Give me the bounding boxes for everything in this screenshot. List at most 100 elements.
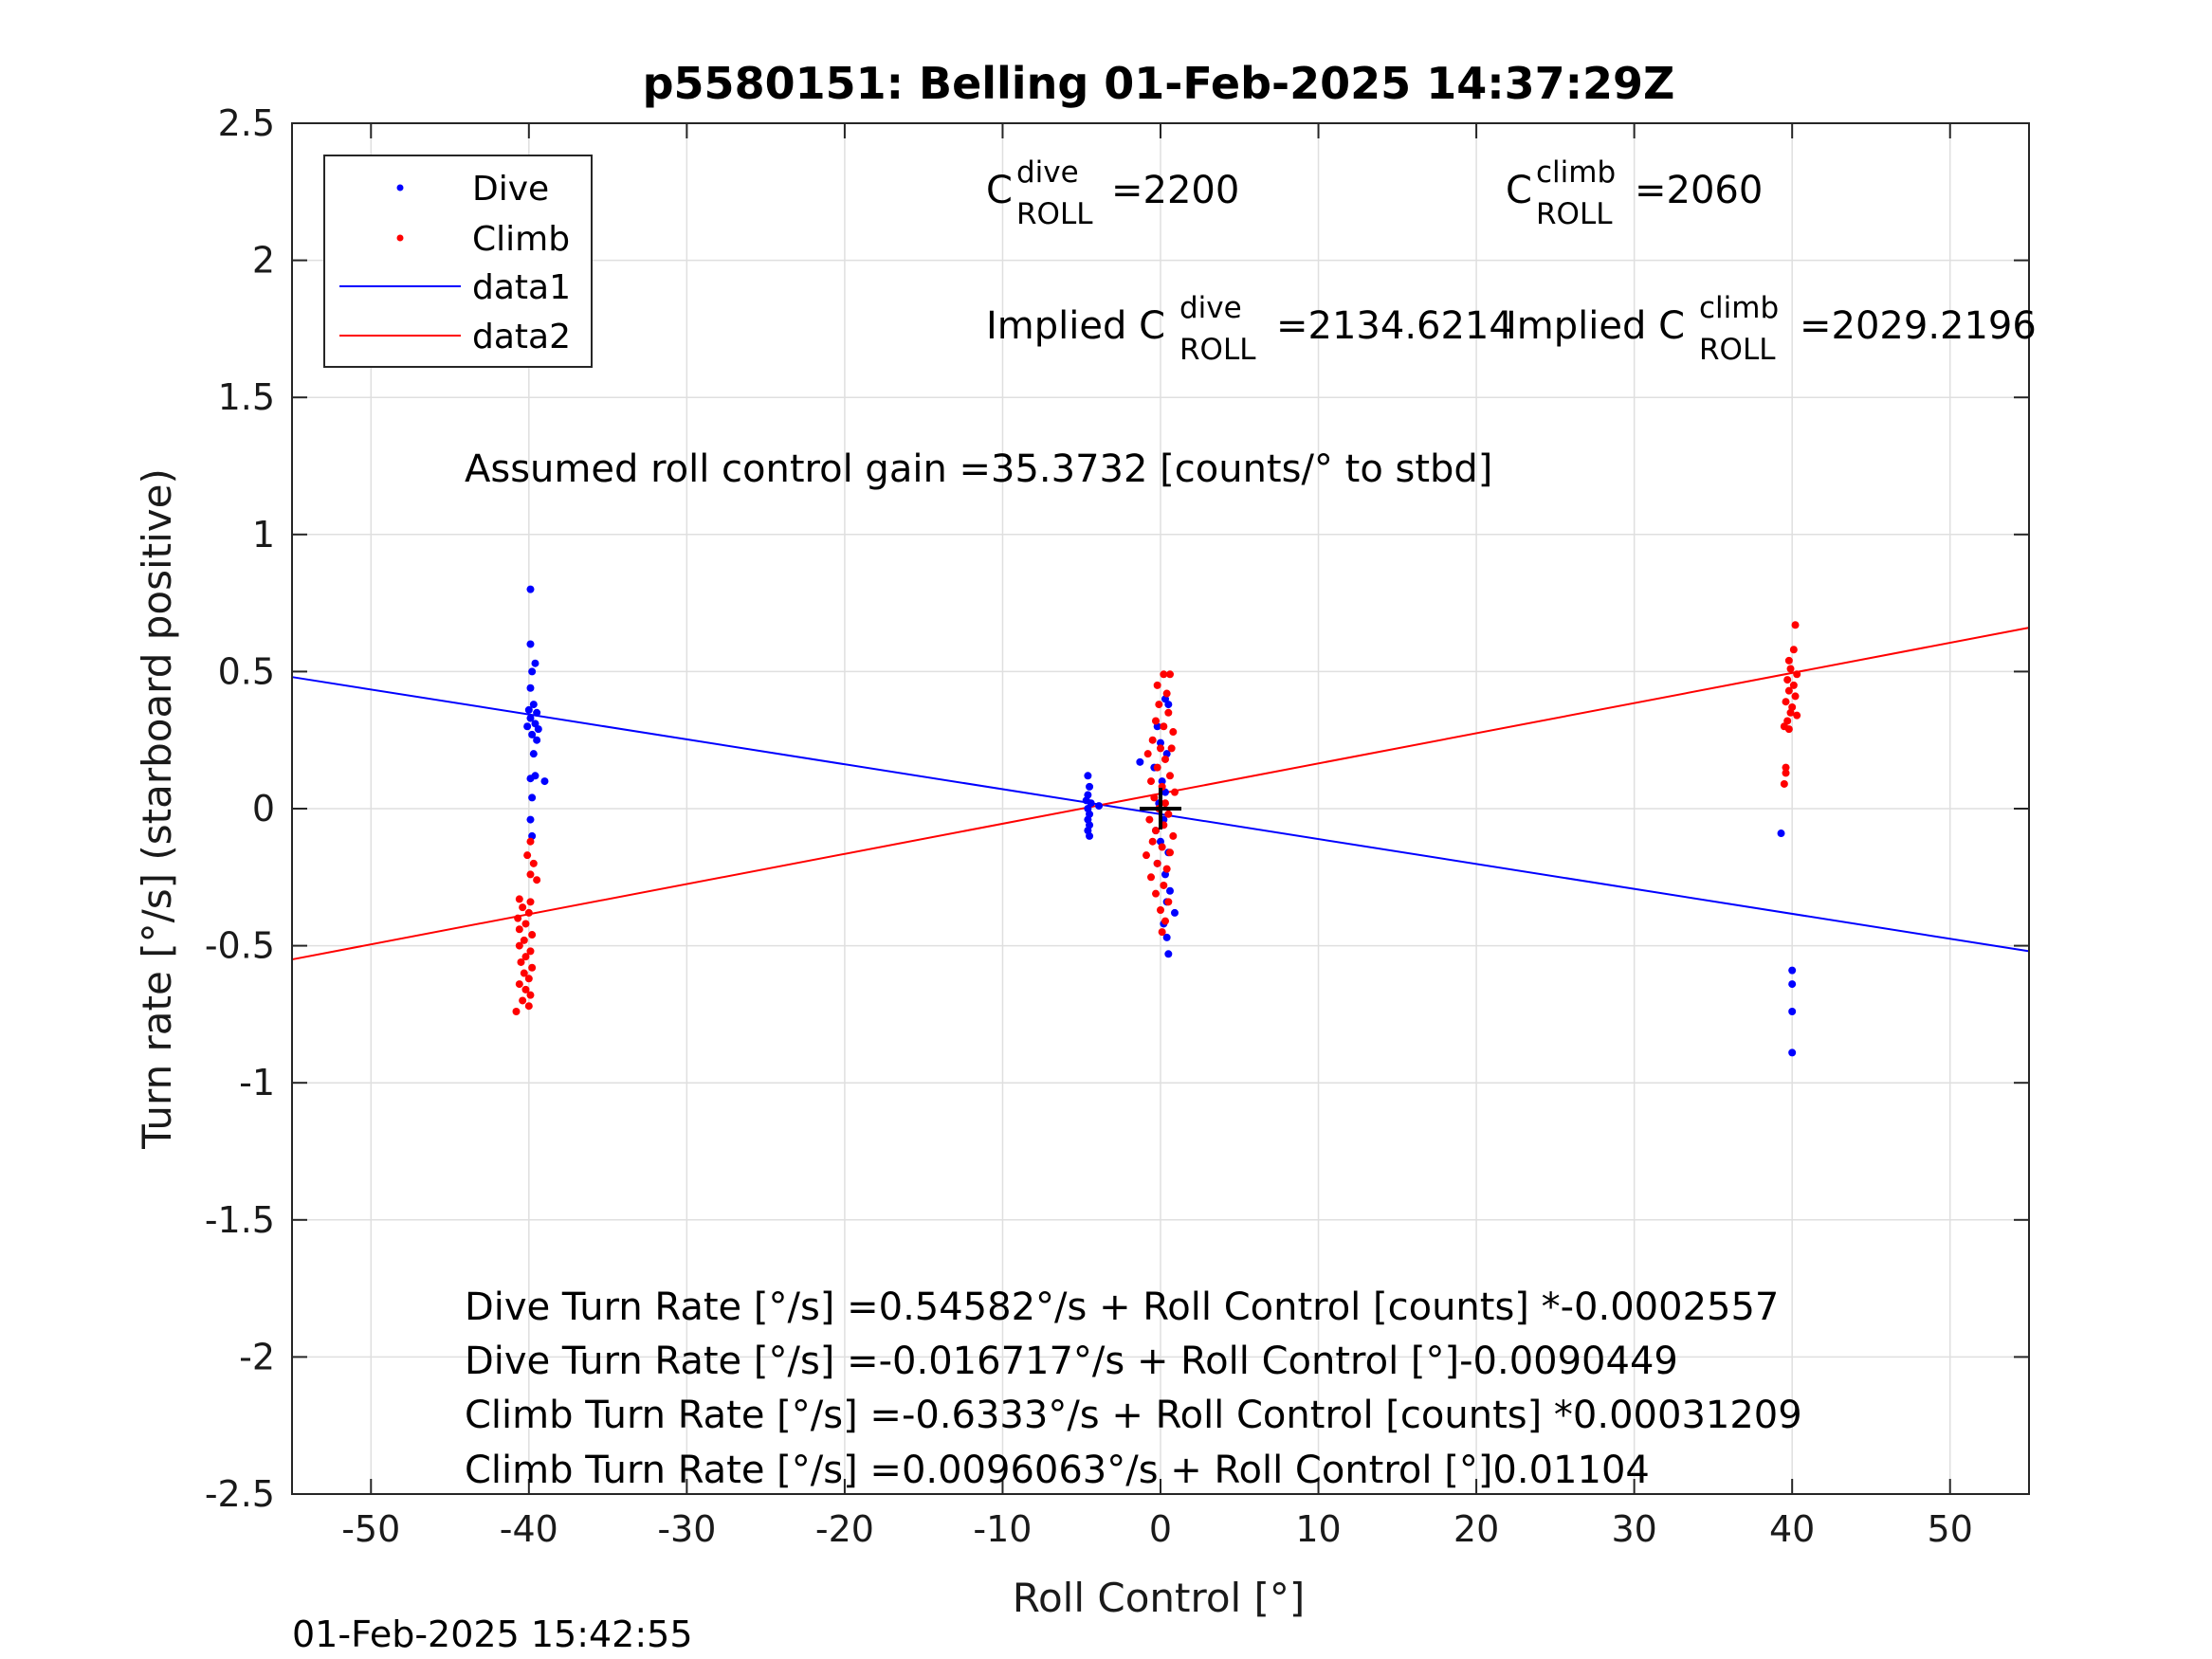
climb-point: [1783, 676, 1792, 684]
dive-point: [1162, 933, 1171, 941]
dive-point: [1777, 830, 1785, 838]
climb-point: [1160, 881, 1168, 889]
c-roll-climb-value: =2060: [1635, 169, 1763, 212]
climb-point: [1165, 772, 1174, 780]
climb-point: [1162, 865, 1171, 873]
x-tick-label: -20: [815, 1508, 874, 1550]
legend-climb-marker: [396, 234, 404, 242]
climb-point: [526, 991, 535, 999]
dive-point: [1086, 782, 1094, 791]
climb-point: [1155, 701, 1163, 709]
dive-point: [526, 640, 535, 648]
climb-point: [1793, 711, 1801, 720]
climb-point: [1143, 851, 1151, 860]
dive-point: [526, 815, 535, 824]
implied-climb-annotation: Implied C climb ROLL =2029.2196: [1506, 291, 2037, 367]
legend-climb-label: Climb: [472, 220, 570, 259]
dive-point: [528, 730, 537, 738]
x-tick-label: 30: [1611, 1508, 1656, 1550]
legend-dive-label: Dive: [472, 170, 549, 209]
x-tick-label: -30: [657, 1508, 716, 1550]
legend: Dive Climb data1 data2: [323, 155, 593, 368]
dive-point: [1084, 772, 1092, 780]
climb-point: [1789, 681, 1798, 689]
dive-point: [529, 750, 538, 758]
climb-point: [1157, 744, 1164, 753]
climb-point: [1786, 708, 1795, 717]
climb-point: [520, 969, 528, 977]
x-tick-label: 10: [1295, 1508, 1341, 1550]
implied-climb-sup: climb: [1699, 291, 1779, 325]
c-roll-dive-value: =2200: [1111, 169, 1239, 212]
x-tick-label: -10: [973, 1508, 1032, 1550]
climb-point: [1152, 827, 1161, 835]
dive-point: [1788, 1048, 1797, 1057]
dive-point: [533, 736, 541, 744]
climb-point: [1152, 889, 1161, 898]
climb-point: [1153, 763, 1161, 772]
climb-point: [1161, 799, 1169, 808]
legend-box: [323, 155, 593, 368]
c-roll-climb-sub: ROLL: [1536, 197, 1613, 231]
dive-point: [531, 720, 539, 728]
dive-point: [531, 659, 539, 667]
fit-equation-3: Climb Turn Rate [°/s] =-0.6333°/s + Roll…: [465, 1394, 1802, 1437]
climb-point: [1791, 621, 1800, 629]
plot-content: [291, 585, 2030, 1057]
climb-point: [1158, 843, 1166, 851]
legend-data1-label: data1: [472, 268, 571, 307]
climb-point: [1784, 686, 1793, 695]
implied-dive-value: =2134.6214: [1276, 304, 1513, 348]
dive-point: [1164, 701, 1173, 709]
implied-dive-sup: dive: [1179, 291, 1242, 325]
dive-point: [1136, 757, 1144, 766]
climb-point: [524, 1002, 533, 1011]
climb-point: [519, 996, 527, 1005]
c-roll-climb-sup: climb: [1536, 155, 1616, 190]
implied-dive-sub: ROLL: [1179, 333, 1256, 367]
roll-gain-annotation: Assumed roll control gain =35.3732 [coun…: [465, 447, 1492, 491]
climb-point: [526, 898, 535, 906]
fit-equation-4: Climb Turn Rate [°/s] =0.0096063°/s + Ro…: [465, 1449, 1650, 1492]
y-tick-label: -0.5: [205, 925, 275, 967]
climb-point: [1152, 717, 1161, 725]
climb-point: [521, 920, 530, 928]
climb-point: [529, 859, 538, 867]
climb-point: [528, 931, 537, 939]
footer-timestamp: 01-Feb-2025 15:42:55: [292, 1613, 693, 1655]
dive-point: [1086, 831, 1094, 840]
climb-point: [1784, 656, 1793, 665]
y-tick-label: 0: [252, 788, 275, 830]
climb-point: [1164, 810, 1173, 818]
y-tick-label: 0.5: [218, 650, 275, 692]
climb-point: [1143, 750, 1152, 758]
fit-equation-1: Dive Turn Rate [°/s] =0.54582°/s + Roll …: [465, 1285, 1779, 1329]
climb-point: [1161, 917, 1169, 925]
legend-dive-marker: [396, 184, 404, 191]
climb-point: [520, 936, 528, 944]
y-tick-label: -1: [239, 1062, 275, 1103]
climb-point: [528, 963, 537, 972]
climb-point: [1783, 717, 1792, 725]
climb-point: [1160, 670, 1168, 679]
climb-point: [1148, 736, 1157, 744]
climb-point: [515, 925, 523, 934]
y-tick-label: -2.5: [205, 1473, 275, 1515]
dive-point: [526, 684, 535, 692]
x-tick-label: -40: [500, 1508, 558, 1550]
c-roll-climb-base: C: [1506, 169, 1532, 212]
climb-point: [1170, 788, 1179, 796]
dive-point: [1087, 799, 1095, 808]
climb-point: [1165, 848, 1174, 857]
x-tick-label: 50: [1928, 1508, 1973, 1550]
climb-point: [1782, 769, 1790, 777]
climb-point: [1169, 728, 1178, 737]
climb-point: [512, 1008, 521, 1016]
climb-point: [515, 980, 523, 989]
dive-point: [1788, 980, 1797, 989]
climb-point: [533, 876, 541, 884]
climb-point: [519, 903, 527, 912]
climb-point: [1157, 906, 1164, 915]
